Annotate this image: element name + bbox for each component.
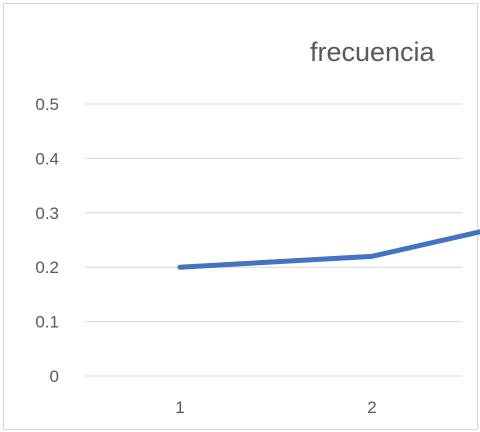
y-tick-label: 0.4: [35, 149, 59, 168]
chart-border: [3, 3, 478, 430]
y-tick-label: 0.5: [35, 95, 59, 114]
y-tick-label: 0.3: [35, 204, 59, 223]
chart-title: frecuencia: [310, 37, 436, 67]
y-axis-ticks: 0 0.1 0.2 0.3 0.4 0.5: [35, 95, 59, 386]
x-tick-label: 1: [175, 398, 184, 417]
x-tick-label: 2: [367, 398, 376, 417]
gridlines: [85, 103, 462, 377]
series-line: [177, 229, 480, 270]
y-tick-label: 0: [50, 367, 59, 386]
series-layer: [177, 229, 480, 270]
y-tick-label: 0.2: [35, 258, 59, 277]
y-tick-label: 0.1: [35, 313, 59, 332]
